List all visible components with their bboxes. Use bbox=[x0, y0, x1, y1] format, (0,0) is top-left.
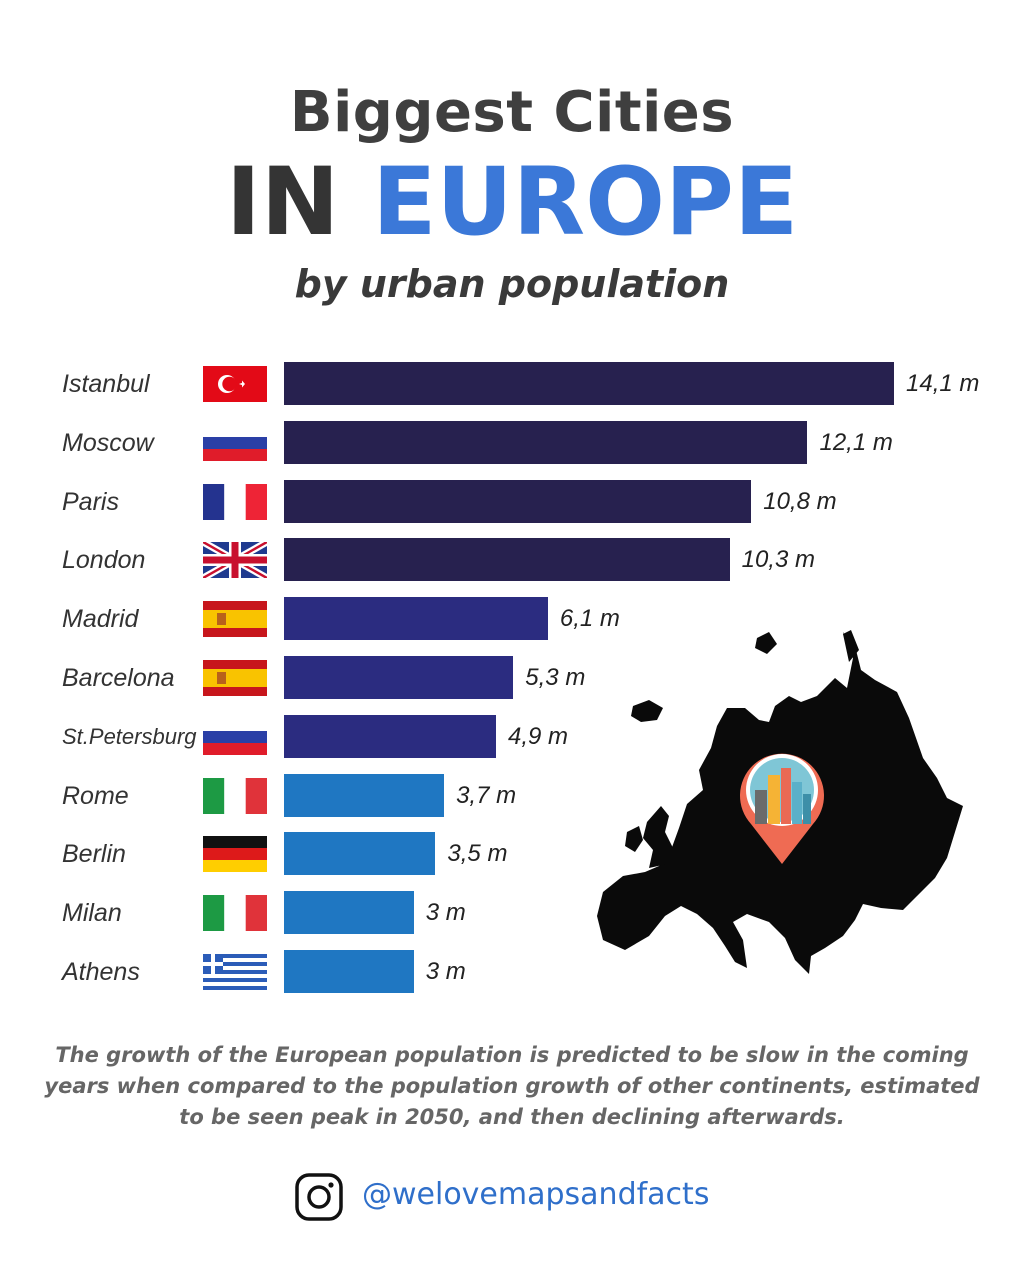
russia-flag-icon bbox=[203, 424, 267, 461]
city-label: Barcelona bbox=[62, 664, 175, 692]
value-label: 14,1 m bbox=[906, 370, 980, 397]
uk-flag-icon bbox=[203, 542, 267, 579]
title-line-2: IN EUROPE bbox=[0, 148, 1024, 258]
bar bbox=[284, 597, 548, 641]
chart-row: Istanbul 14,1 m bbox=[0, 362, 1024, 406]
value-label: 10,8 m bbox=[763, 487, 837, 515]
value-label: 12,1 m bbox=[819, 428, 893, 456]
turkey-flag-icon bbox=[203, 366, 267, 402]
value-label: 3,7 m bbox=[456, 781, 517, 809]
bar bbox=[284, 656, 514, 699]
value-label: 6,1 m bbox=[559, 605, 620, 633]
greece-flag-icon bbox=[203, 954, 267, 990]
footer-note: The growth of the European population is… bbox=[44, 1043, 980, 1129]
chart-row: Rome 3,7 m bbox=[0, 773, 1024, 818]
city-label: Milan bbox=[62, 899, 122, 928]
bar bbox=[284, 420, 808, 464]
city-label: Istanbul bbox=[62, 370, 150, 398]
title-in: IN bbox=[225, 148, 340, 257]
bar bbox=[284, 538, 730, 582]
title-europe: EUROPE bbox=[372, 148, 799, 257]
city-label: Paris bbox=[62, 487, 119, 516]
subtitle: by urban population bbox=[294, 262, 730, 306]
italy-flag-icon bbox=[203, 895, 267, 932]
bar bbox=[284, 714, 496, 758]
bar bbox=[284, 832, 436, 876]
chart-row: St.Petersburg 4,9 m bbox=[0, 714, 1024, 759]
spain-flag-icon bbox=[203, 601, 267, 638]
chart-row: Berlin 3,5 m bbox=[0, 832, 1024, 876]
bar bbox=[284, 773, 445, 817]
city-label: Madrid bbox=[62, 605, 139, 634]
city-label: London bbox=[62, 546, 146, 575]
bar bbox=[284, 479, 752, 523]
title-line-1: Biggest Cities bbox=[289, 80, 735, 145]
city-label: Rome bbox=[62, 781, 129, 810]
bar bbox=[284, 950, 414, 993]
chart-row: Barcelona 5,3 m bbox=[0, 656, 1024, 700]
value-label: 3,5 m bbox=[447, 840, 508, 868]
bar bbox=[284, 362, 894, 405]
chart-row: Madrid 6,1 m bbox=[0, 597, 1024, 641]
spain-flag-icon bbox=[203, 660, 267, 696]
instagram-icon[interactable] bbox=[294, 1172, 344, 1222]
chart-row: Milan 3 m bbox=[0, 891, 1024, 935]
social-handle[interactable]: @welovemapsandfacts bbox=[362, 1177, 710, 1212]
value-label: 4,9 m bbox=[507, 722, 569, 750]
italy-flag-icon bbox=[203, 777, 267, 814]
germany-flag-icon bbox=[203, 836, 267, 873]
city-label: St.Petersburg bbox=[62, 723, 197, 749]
city-label: Moscow bbox=[62, 428, 154, 457]
city-label: Berlin bbox=[62, 840, 126, 869]
value-label: 3 m bbox=[425, 899, 466, 927]
chart-row: London 10,3 m bbox=[0, 538, 1024, 582]
value-label: 5,3 m bbox=[525, 664, 586, 691]
value-label: 10,3 m bbox=[741, 546, 815, 574]
value-label: 3 m bbox=[425, 958, 466, 985]
chart-row: Paris 10,8 m bbox=[0, 479, 1024, 524]
city-label: Athens bbox=[62, 958, 140, 986]
city-pin-icon bbox=[740, 753, 824, 864]
bar bbox=[284, 891, 414, 935]
europe-map-icon bbox=[597, 630, 963, 974]
chart-row: Athens 3 m bbox=[0, 950, 1024, 994]
chart-row: Moscow 12,1 m bbox=[0, 420, 1024, 465]
france-flag-icon bbox=[203, 483, 267, 520]
russia-flag-icon bbox=[203, 718, 267, 755]
